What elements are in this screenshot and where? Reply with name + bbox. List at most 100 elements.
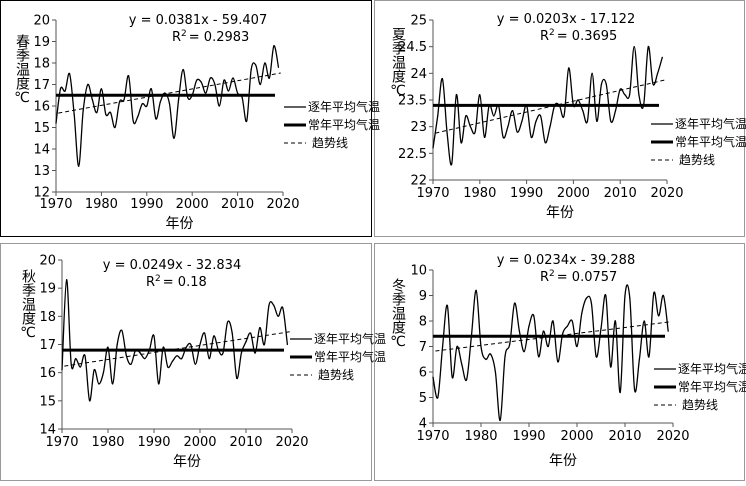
data-point-1986 bbox=[128, 75, 130, 77]
data-point-1996 bbox=[181, 358, 183, 360]
data-point-2001 bbox=[196, 79, 198, 81]
r-squared: R2 = 0.2983 bbox=[172, 29, 249, 45]
data-point-2001 bbox=[581, 312, 583, 314]
data-point-1977 bbox=[465, 115, 467, 117]
r-squared-value: = 0.3695 bbox=[557, 29, 618, 44]
data-point-2003 bbox=[590, 302, 593, 304]
r-squared-symbol: R bbox=[172, 30, 181, 45]
y-tick-label: 22 bbox=[410, 174, 427, 189]
data-point-1981 bbox=[105, 114, 107, 116]
y-tick-label: 19 bbox=[39, 282, 56, 297]
data-point-2009 bbox=[619, 391, 621, 393]
y-tick-label: 8 bbox=[419, 315, 427, 330]
y-tick-label: 15 bbox=[33, 121, 50, 136]
data-point-2002 bbox=[208, 358, 210, 360]
data-point-2009 bbox=[240, 352, 242, 354]
data-point-2017 bbox=[658, 315, 660, 317]
panel-frame-autumn bbox=[0, 243, 372, 481]
x-tick-label: 1980 bbox=[464, 429, 497, 444]
data-point-1978 bbox=[98, 383, 100, 385]
x-tick-label: 2020 bbox=[266, 197, 299, 212]
r-squared-superscript: 2 bbox=[549, 269, 555, 279]
data-point-1973 bbox=[446, 131, 448, 133]
data-point-1974 bbox=[73, 114, 75, 116]
data-point-2014 bbox=[643, 320, 645, 322]
data-point-2011 bbox=[624, 94, 626, 96]
data-point-2000 bbox=[576, 345, 578, 348]
data-point-1987 bbox=[139, 352, 141, 354]
regression-equation: y = 0.0234x - 39.288 bbox=[497, 253, 635, 268]
data-point-1979 bbox=[474, 131, 476, 133]
data-point-2002 bbox=[200, 81, 202, 83]
r-squared-value: = 0.18 bbox=[163, 275, 207, 290]
data-point-2004 bbox=[595, 356, 597, 358]
data-point-2010 bbox=[624, 294, 626, 297]
data-point-1979 bbox=[475, 289, 477, 291]
data-point-1995 bbox=[552, 320, 554, 322]
x-tick-label: 2010 bbox=[221, 197, 254, 212]
data-point-1987 bbox=[514, 302, 516, 304]
data-point-2015 bbox=[643, 104, 645, 106]
data-point-1988 bbox=[144, 358, 146, 360]
data-point-2018 bbox=[282, 307, 284, 309]
data-point-1995 bbox=[176, 355, 178, 357]
y-tick-label: 23 bbox=[410, 120, 427, 135]
y-tick-label: 24 bbox=[410, 67, 427, 82]
data-point-1996 bbox=[173, 137, 175, 139]
r-squared-superscript: 2 bbox=[181, 29, 187, 39]
data-point-1975 bbox=[455, 94, 457, 96]
data-point-2005 bbox=[214, 83, 216, 86]
data-point-1982 bbox=[490, 353, 492, 355]
data-point-1997 bbox=[558, 104, 561, 106]
data-point-1992 bbox=[155, 118, 157, 120]
data-point-2017 bbox=[652, 83, 654, 85]
x-tick-label: 2000 bbox=[557, 186, 590, 201]
data-point-1980 bbox=[100, 88, 102, 90]
data-point-1971 bbox=[437, 396, 439, 399]
legend-label-annual: 逐年平均气温 bbox=[675, 116, 746, 131]
y-tick-label: 22.5 bbox=[398, 147, 427, 162]
data-point-1990 bbox=[526, 104, 528, 106]
data-point-2011 bbox=[250, 332, 252, 334]
legend-label-normal: 常年平均气温 bbox=[678, 379, 746, 394]
data-point-2009 bbox=[232, 77, 234, 79]
data-point-2006 bbox=[218, 105, 220, 107]
data-point-1999 bbox=[571, 320, 573, 322]
data-point-2011 bbox=[241, 96, 243, 98]
data-point-1980 bbox=[480, 345, 482, 348]
chart-autumn: 14 15 16 17 18 19 20 1970 1980 1990 2000 2010 2020 年份… bbox=[20, 254, 386, 471]
data-point-1989 bbox=[521, 120, 523, 122]
data-point-1984 bbox=[119, 101, 121, 103]
data-point-1997 bbox=[185, 346, 187, 348]
data-point-1982 bbox=[109, 111, 112, 114]
x-tick-label: 2020 bbox=[656, 429, 689, 444]
y-tick-label: 14 bbox=[33, 143, 50, 158]
legend-label-annual: 逐年平均气温 bbox=[308, 99, 380, 114]
data-point-1981 bbox=[483, 136, 486, 138]
data-point-1995 bbox=[168, 103, 171, 105]
x-tick-label: 1990 bbox=[130, 197, 163, 212]
data-point-1972 bbox=[442, 345, 444, 348]
data-point-2018 bbox=[273, 45, 275, 47]
data-point-2018 bbox=[657, 72, 659, 74]
data-point-1984 bbox=[497, 104, 500, 106]
regression-equation: y = 0.0381x - 59.407 bbox=[129, 13, 267, 28]
data-point-1971 bbox=[66, 279, 68, 281]
data-point-1979 bbox=[96, 111, 98, 114]
data-point-1977 bbox=[466, 379, 468, 381]
data-point-1975 bbox=[78, 165, 80, 167]
data-point-1983 bbox=[114, 126, 116, 129]
data-point-1994 bbox=[171, 360, 173, 362]
data-point-2000 bbox=[191, 94, 193, 96]
data-point-2008 bbox=[236, 377, 238, 379]
data-point-2004 bbox=[209, 77, 211, 79]
y-tick-label: 7 bbox=[419, 340, 427, 355]
r-squared-symbol: R bbox=[146, 275, 155, 290]
data-point-2001 bbox=[204, 332, 206, 334]
r-squared-value: = 0.0757 bbox=[557, 270, 618, 285]
data-point-1977 bbox=[87, 83, 89, 86]
data-point-1980 bbox=[107, 346, 109, 348]
y-tick-label: 25 bbox=[410, 14, 427, 29]
